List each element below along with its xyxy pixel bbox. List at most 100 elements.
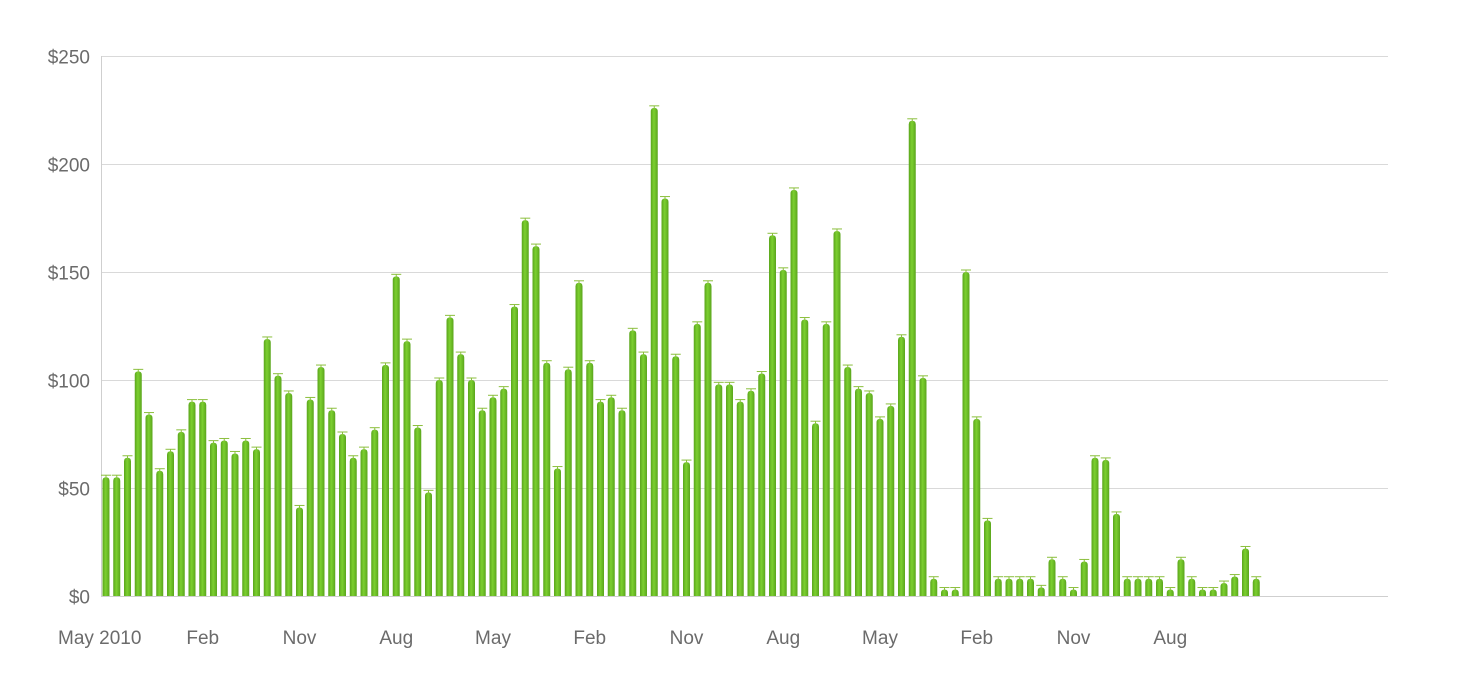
bar [1005,578,1013,596]
x-tick-label: Aug [379,628,413,649]
bar-group [982,517,993,596]
bar [779,269,787,596]
bar-group [875,416,885,596]
bar [306,399,314,596]
bar-group [1176,556,1186,596]
bar-group [821,321,832,596]
bar-group [993,576,1004,596]
bar [478,410,486,596]
bar [898,336,905,596]
x-axis: May 2010 Feb Nov Aug May Feb Nov Aug May Feb Nov Au… [58,628,1187,649]
bar [124,457,131,596]
bar [1080,561,1088,596]
bar-group [359,446,369,596]
bar-group [391,273,402,596]
bar [1091,457,1099,596]
bar-group [617,407,627,596]
bar [371,429,379,596]
bar-group [756,371,767,596]
bar-group [1100,457,1111,596]
bar-group [896,334,907,596]
bar [758,373,766,596]
bar-group [918,375,928,596]
bar-group [864,390,875,596]
bar [543,362,551,596]
bar-group [1208,587,1219,596]
bar [414,427,422,596]
x-tick-label: Nov [283,628,317,649]
bar-group [885,403,896,596]
bar-group [810,420,821,596]
bar-group [799,317,810,596]
bar-group [1111,511,1122,596]
y-tick-label: $50 [58,480,90,501]
bar [554,468,561,596]
bar [167,451,174,596]
bar [156,470,164,596]
bar [930,578,938,596]
bar [1220,583,1228,596]
bar [263,338,271,596]
bar-group [907,118,918,597]
bar [1048,559,1056,596]
bar-group [692,321,703,596]
bar-group [337,431,348,596]
bar [704,282,712,596]
bar-group [928,576,939,596]
bar [457,354,465,596]
bar [360,449,368,596]
bar [833,230,841,596]
bar [210,442,217,596]
bar [253,449,260,596]
bar [134,371,142,596]
bar-group [197,399,208,596]
y-tick-label: $150 [48,264,90,285]
bar-group [1197,587,1208,596]
bar [274,375,282,596]
bar-group [1047,556,1057,596]
bar-group [144,412,154,596]
bar [629,330,637,596]
bar-group [1251,576,1262,596]
bar [672,356,680,596]
bar [962,272,970,596]
bar-group [703,280,713,596]
bar [1156,578,1163,596]
bar-group [1090,455,1100,596]
bar [188,401,196,596]
bar-group [423,489,434,596]
bar-group [950,587,961,596]
bar [564,369,572,596]
bar [1188,578,1196,596]
bar-group [348,455,359,596]
bar [650,107,658,596]
y-tick-label: $0 [69,588,90,609]
bar [887,405,895,596]
bar-group [520,217,531,596]
bar [392,276,400,596]
bar [1102,459,1110,596]
bar-group [842,364,853,596]
bar-group [767,232,778,596]
bar-group [1165,587,1176,596]
bar-group [219,437,230,596]
bar [113,477,121,596]
bar [1037,587,1045,596]
bar [726,384,733,596]
bar-group [789,187,799,597]
bar [1123,578,1131,596]
bar-group [1154,576,1165,596]
bar [715,384,723,596]
y-tick-label: $100 [48,372,90,393]
x-tick-label: Aug [1153,628,1187,649]
bar [145,414,153,596]
bar-group [853,386,864,596]
bar-group [101,474,111,596]
bar [1070,589,1077,596]
bar [1059,578,1067,596]
bar [199,401,207,596]
bar-group [1186,576,1197,596]
bar-group [283,390,294,596]
bar-group [402,338,412,596]
x-tick-label: Feb [186,628,219,649]
